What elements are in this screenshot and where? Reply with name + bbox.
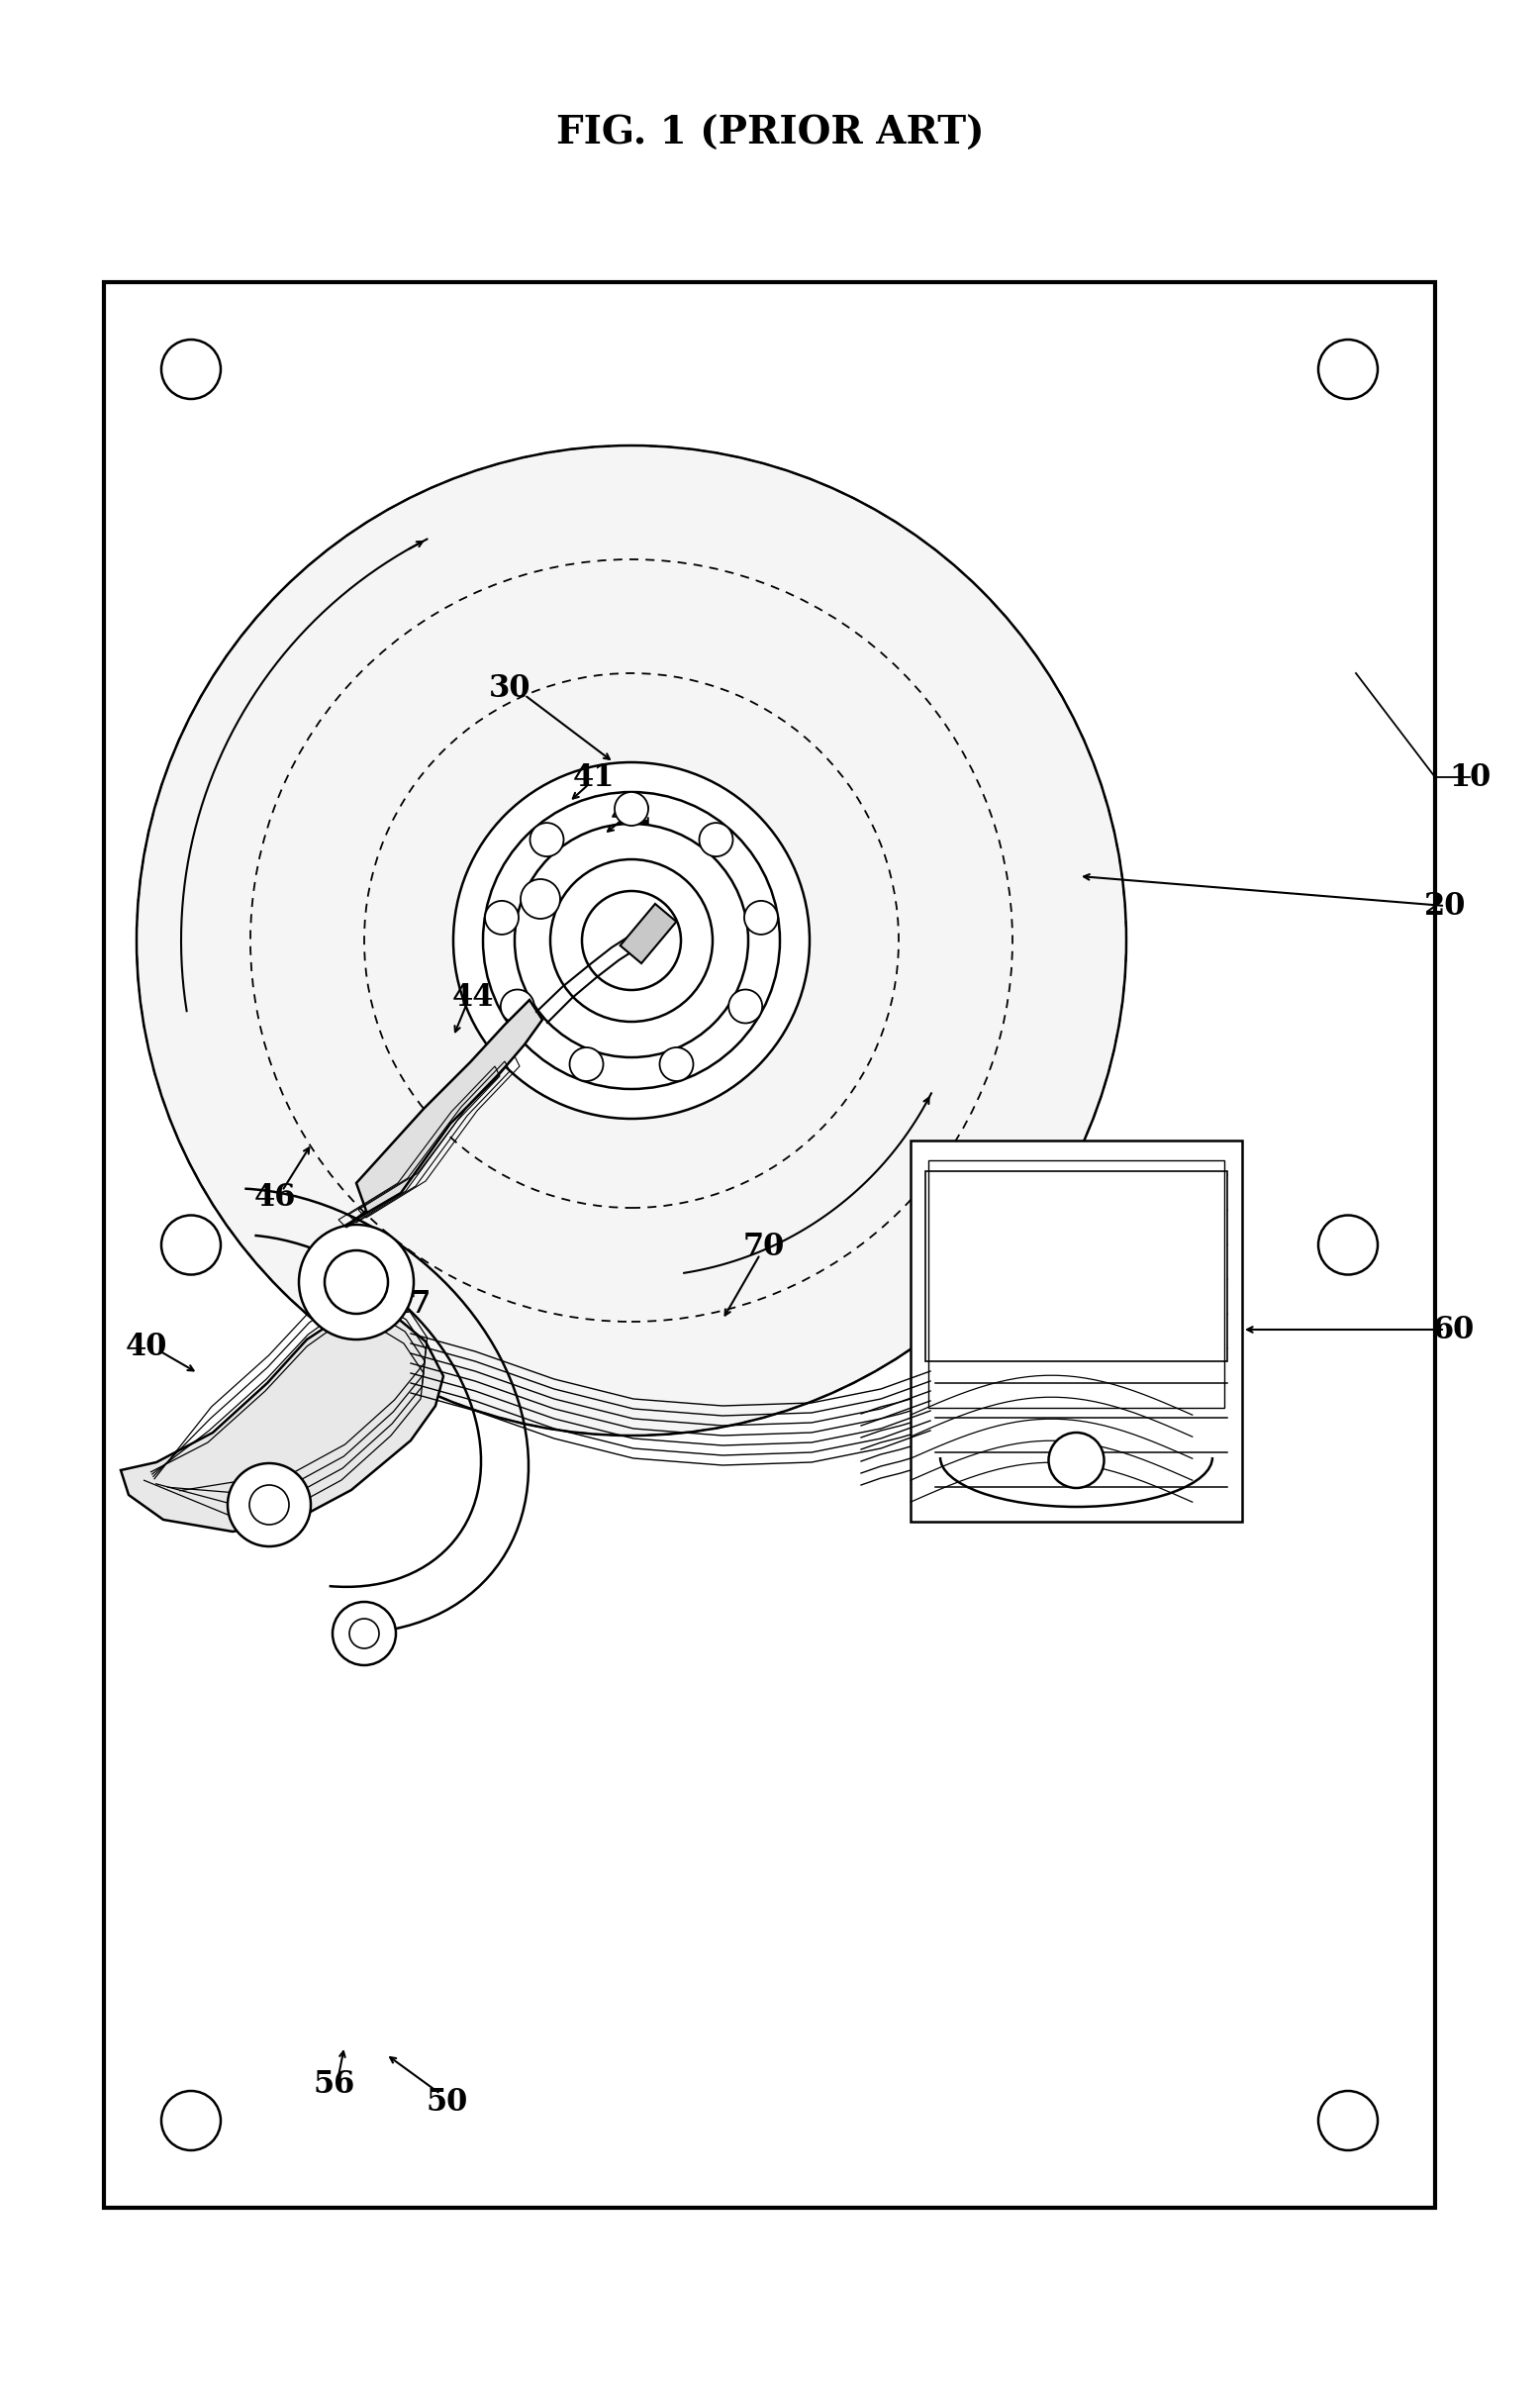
Circle shape	[1049, 1433, 1104, 1488]
Circle shape	[744, 900, 778, 933]
Circle shape	[162, 340, 220, 400]
Text: 40: 40	[125, 1331, 168, 1362]
Circle shape	[137, 445, 1126, 1436]
Text: 30: 30	[488, 674, 531, 702]
Text: 70: 70	[744, 1231, 785, 1262]
Text: 47: 47	[390, 1288, 431, 1319]
Text: 60: 60	[1432, 1314, 1474, 1345]
Circle shape	[1318, 2091, 1378, 2150]
Circle shape	[659, 1048, 693, 1081]
Circle shape	[1318, 1214, 1378, 1274]
Circle shape	[299, 1224, 414, 1341]
Bar	[103, 283, 1435, 2207]
Text: FIG. 1 (PRIOR ART): FIG. 1 (PRIOR ART)	[556, 114, 984, 152]
Text: 42: 42	[610, 800, 653, 831]
Text: 44: 44	[453, 981, 494, 1012]
Text: 56: 56	[314, 2069, 356, 2100]
Circle shape	[453, 762, 810, 1119]
Circle shape	[501, 990, 534, 1024]
Circle shape	[614, 793, 648, 826]
Circle shape	[485, 900, 519, 933]
Circle shape	[162, 2091, 220, 2150]
Circle shape	[550, 860, 713, 1021]
Circle shape	[333, 1602, 396, 1664]
Bar	[929, 1160, 1224, 1407]
Circle shape	[249, 1486, 290, 1524]
Circle shape	[514, 824, 748, 1057]
Circle shape	[570, 1048, 604, 1081]
Text: 10: 10	[1449, 762, 1491, 793]
Circle shape	[699, 824, 733, 857]
Bar	[910, 1140, 1243, 1521]
Circle shape	[484, 793, 779, 1088]
Circle shape	[521, 879, 561, 919]
Polygon shape	[326, 1000, 542, 1243]
Circle shape	[228, 1464, 311, 1545]
Circle shape	[350, 1619, 379, 1648]
Circle shape	[1318, 340, 1378, 400]
Circle shape	[530, 824, 564, 857]
Circle shape	[728, 990, 762, 1024]
Bar	[926, 1171, 1227, 1362]
Polygon shape	[120, 1310, 444, 1531]
Circle shape	[325, 1250, 388, 1314]
Text: 46: 46	[254, 1183, 296, 1214]
Text: 50: 50	[427, 2086, 468, 2117]
Text: 20: 20	[1425, 890, 1466, 921]
Circle shape	[582, 890, 681, 990]
Polygon shape	[621, 905, 676, 964]
Text: 41: 41	[573, 762, 614, 793]
Circle shape	[162, 1214, 220, 1274]
